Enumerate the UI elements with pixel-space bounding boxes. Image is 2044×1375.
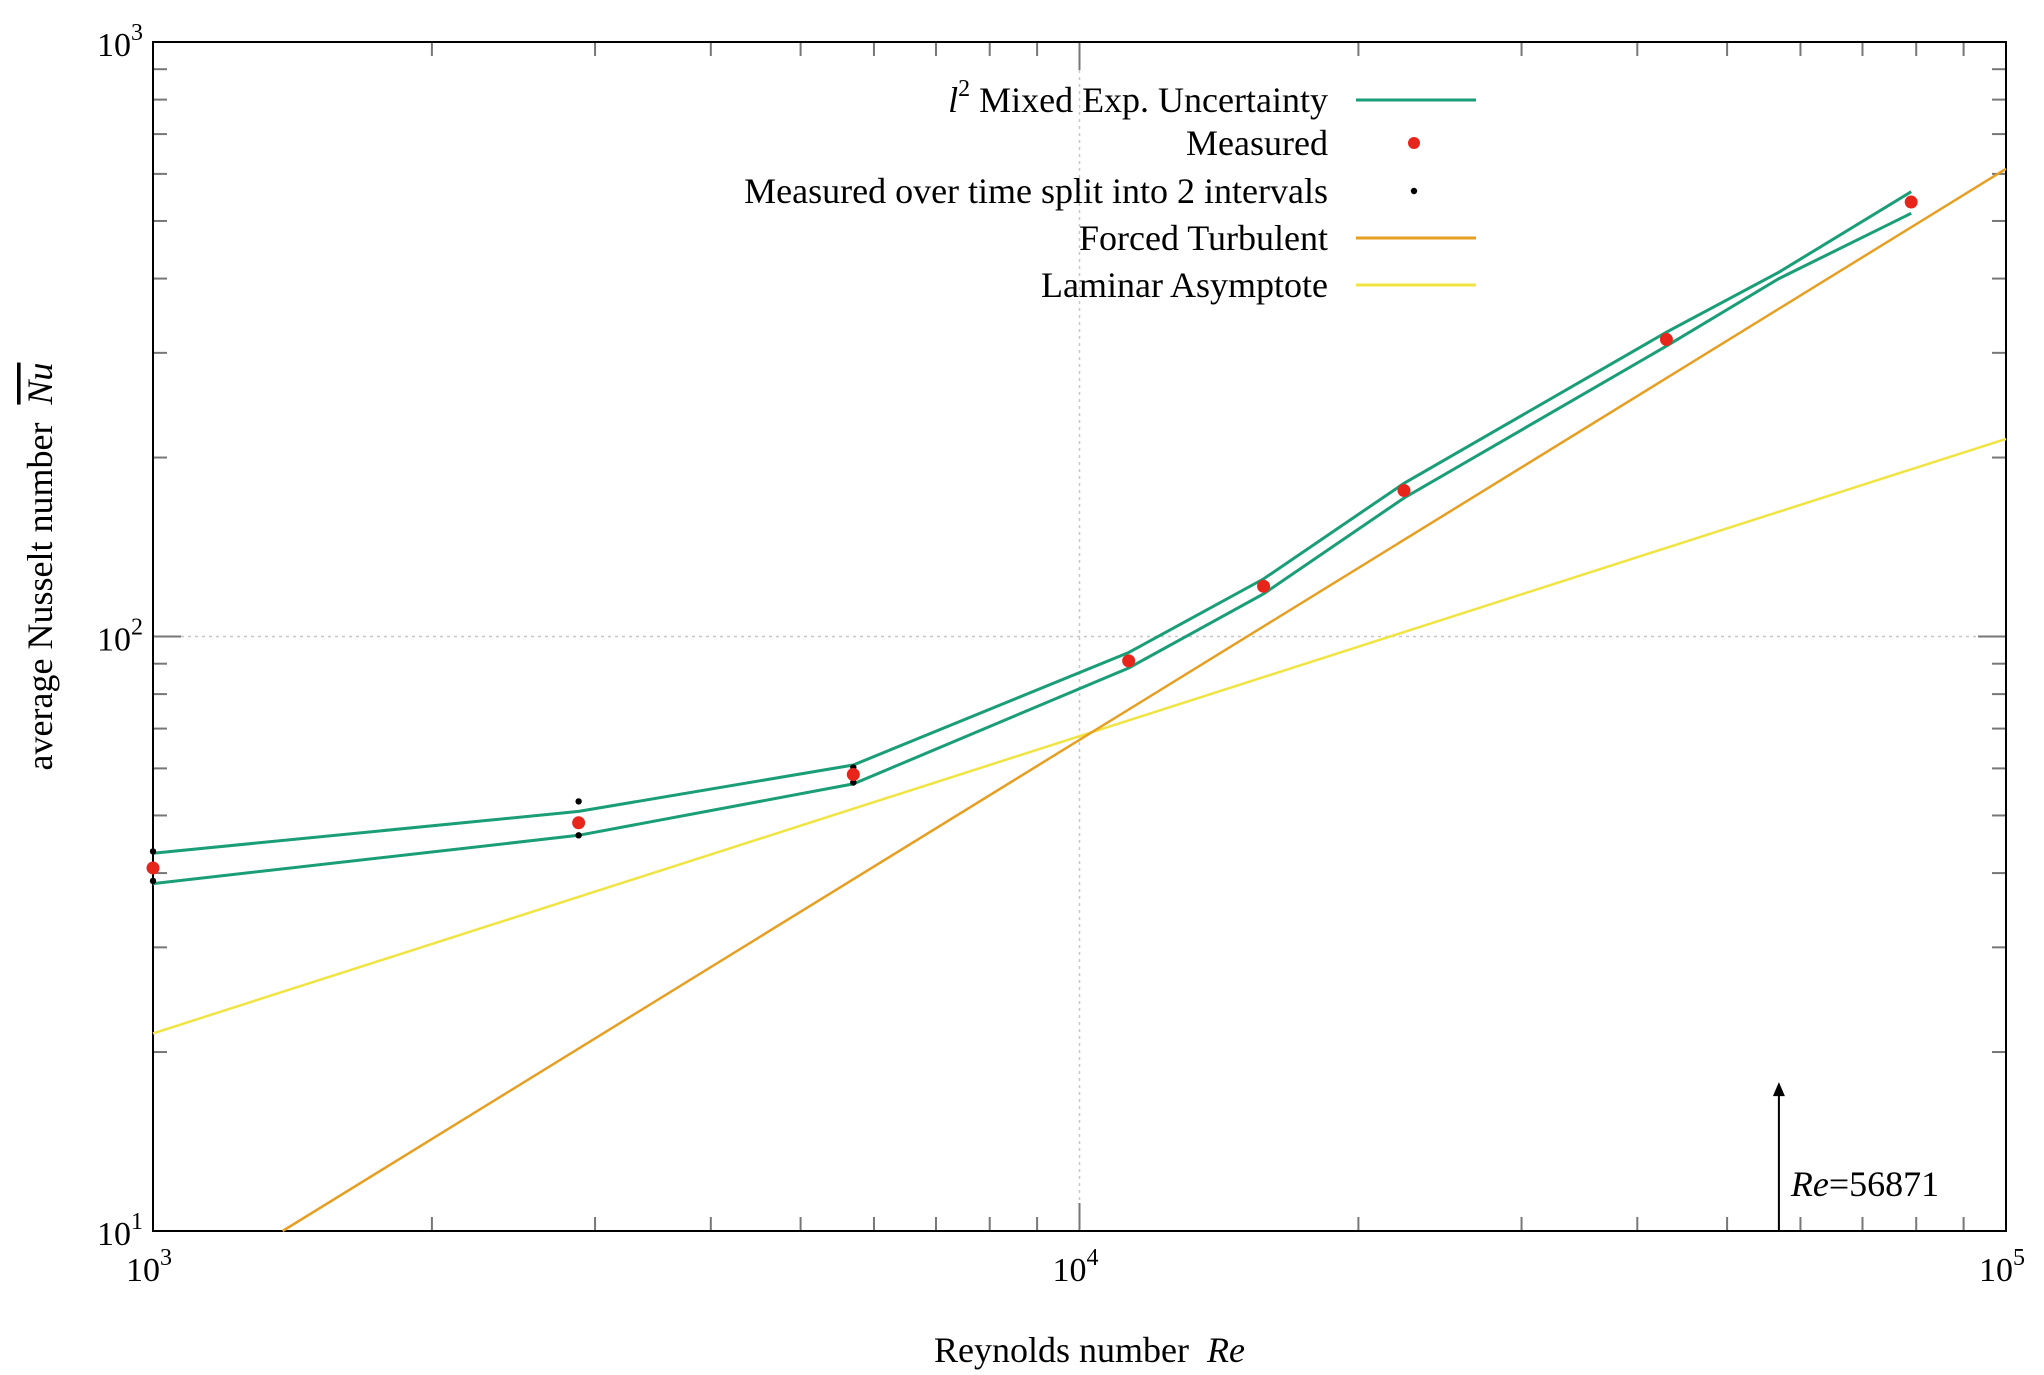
x-tick-label: 103 <box>126 1245 172 1289</box>
series-line-laminar-asymptote <box>152 437 2007 1035</box>
uncertainty-upper-line <box>152 190 1912 855</box>
measured-point <box>572 816 586 830</box>
axis-labels: Reynolds number Re average Nusselt number… <box>20 363 1245 1370</box>
y-tick-label: 101 <box>97 1209 143 1253</box>
legend-label: Measured <box>1186 123 1328 163</box>
x-tick-label-base: 10 <box>126 1252 160 1289</box>
y-tick-label-base: 10 <box>97 622 131 659</box>
annotation-label: Re=56871 <box>1790 1164 1939 1204</box>
x-axis-label-text: Reynolds number <box>934 1330 1189 1370</box>
split-interval-point <box>149 877 157 885</box>
legend-label-rest: Mixed Exp. Uncertainty <box>970 80 1328 120</box>
grid-lines <box>153 42 2006 1231</box>
x-tick-label-exp: 3 <box>160 1245 172 1271</box>
x-tick-label-base: 10 <box>1053 1252 1087 1289</box>
legend-label-prefix: l <box>948 80 958 120</box>
x-axis-label-symbol: Re <box>1206 1330 1245 1370</box>
x-tick-label-exp: 4 <box>1087 1245 1099 1271</box>
split-interval-point <box>149 848 157 855</box>
y-axis-label-symbol: Nu <box>20 363 60 406</box>
y-tick-label: 103 <box>97 20 143 64</box>
legend-label: Forced Turbulent <box>1079 218 1328 258</box>
measured-point <box>1257 579 1271 593</box>
split-interval-point <box>575 832 582 839</box>
y-tick-label: 102 <box>97 615 143 659</box>
series-line-forced-turbulent <box>281 167 2007 1233</box>
series-layer <box>146 167 2007 1233</box>
y-tick-label-exp: 1 <box>131 1209 143 1235</box>
annotation: Re=56871 <box>1772 1082 1939 1231</box>
measured-point <box>1659 332 1673 346</box>
y-axis-label-text: average Nusselt number <box>20 423 60 771</box>
y-tick-label-exp: 2 <box>131 615 143 641</box>
uncertainty-lower-line <box>152 211 1912 886</box>
y-tick-label-exp: 3 <box>131 20 143 46</box>
y-tick-label-base: 10 <box>97 1216 131 1253</box>
measured-point <box>1904 195 1918 209</box>
annotation-label-value: =56871 <box>1829 1164 1939 1204</box>
measured-point <box>1122 654 1136 668</box>
x-tick-label-exp: 5 <box>2013 1245 2025 1271</box>
legend-label: Laminar Asymptote <box>1041 265 1328 305</box>
split-interval-point <box>850 779 857 786</box>
annotation-label-symbol: Re <box>1790 1164 1829 1204</box>
x-tick-label: 105 <box>1979 1245 2025 1289</box>
plot-frame <box>152 41 2007 1232</box>
legend-marker <box>1410 187 1418 195</box>
measured-point <box>146 861 160 875</box>
y-tick-label-base: 10 <box>97 27 131 64</box>
x-axis-label: Reynolds number Re <box>934 1330 1245 1370</box>
x-tick-label-base: 10 <box>1979 1252 2013 1289</box>
annotation-arrowhead <box>1772 1082 1785 1097</box>
legend-label-sup: 2 <box>958 76 970 102</box>
y-axis-label: average Nusselt number Nu <box>20 363 60 771</box>
measured-point <box>846 767 860 781</box>
x-tick-label: 104 <box>1053 1245 1099 1289</box>
axis-ticks <box>153 42 2006 1231</box>
split-interval-point <box>575 798 582 805</box>
legend-label: l2 Mixed Exp. Uncertainty <box>948 76 1328 120</box>
measured-point <box>1397 484 1411 498</box>
legend-label: Measured over time split into 2 interval… <box>744 171 1328 211</box>
legend-marker <box>1408 137 1420 149</box>
